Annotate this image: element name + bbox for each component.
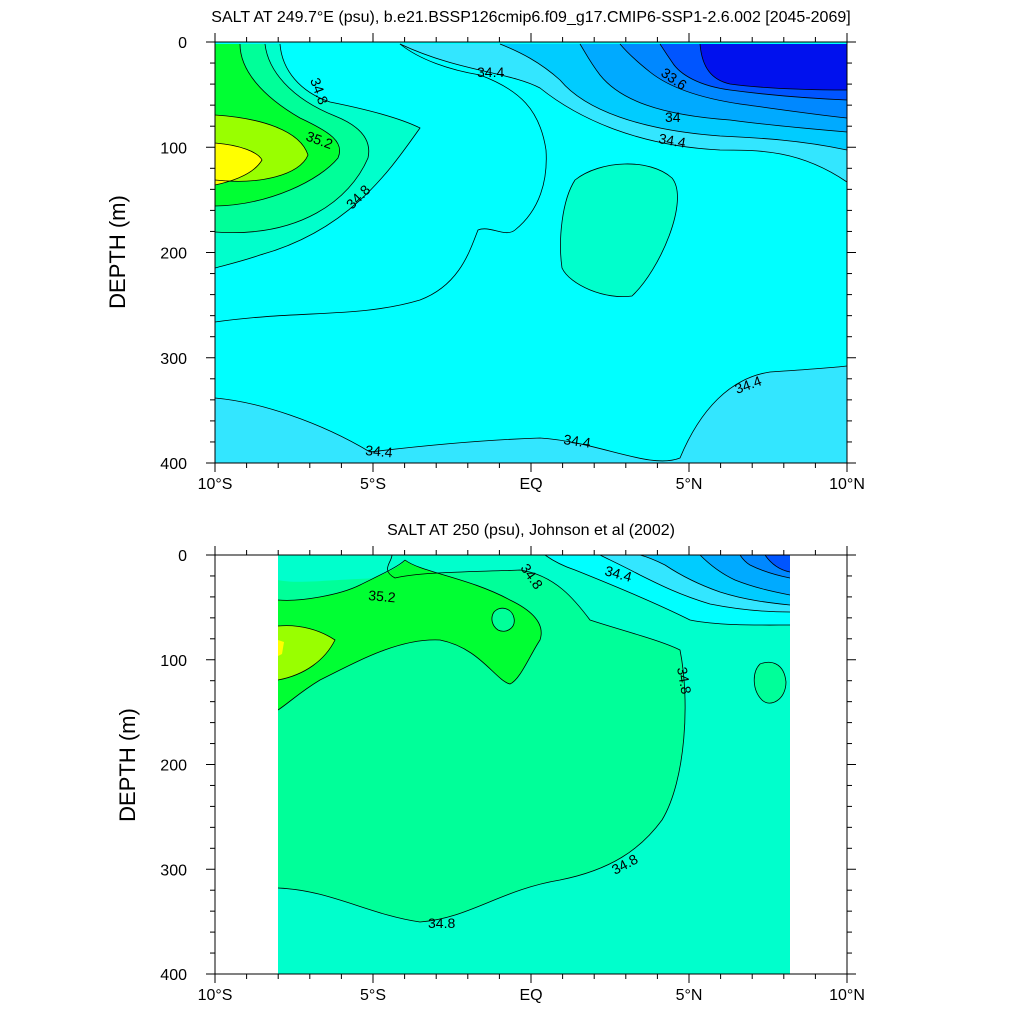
- top-x-tick-label: 10°N: [829, 476, 865, 493]
- top-y-axis-label: DEPTH (m): [105, 195, 130, 309]
- bottom-contour-label: 34.8: [428, 915, 455, 931]
- top-y-tick-label: 0: [178, 35, 187, 52]
- top-y-tick-label: 400: [160, 456, 187, 473]
- bottom-contour-label: 34.8: [674, 666, 695, 696]
- top-fill-deep-lightblue: [215, 366, 847, 463]
- bottom-y-tick-label: 100: [160, 653, 187, 670]
- top-fill-aquamarine-blob: [560, 163, 678, 297]
- top-x-tick-label: 5°N: [676, 476, 703, 493]
- bottom-contour-line: [278, 559, 406, 601]
- top-contour-line: [579, 43, 847, 133]
- bottom-contour-line: [739, 555, 790, 579]
- bottom-panel: SALT AT 250 (psu), Johnson et al (2002): [115, 522, 865, 1004]
- top-contour-line: [215, 43, 421, 269]
- top-fill-deepblue: [700, 44, 847, 90]
- top-contour-line: [699, 43, 847, 91]
- top-contour-line: [215, 43, 547, 323]
- bottom-fill-springgreen-small: [754, 662, 786, 704]
- top-contour-line: [560, 163, 678, 298]
- bottom-contour-lines: [278, 555, 790, 923]
- top-y-tick-labels: 0 100 200 300 400: [160, 35, 187, 473]
- top-fill-yellow: [215, 143, 262, 185]
- top-contour-label: 34.4: [477, 64, 504, 80]
- bottom-y-tick-label: 400: [160, 967, 187, 984]
- bottom-y-axis-label: DEPTH (m): [115, 708, 140, 822]
- top-contour-line: [399, 43, 847, 183]
- bottom-fill-spot: [491, 608, 515, 632]
- bottom-contour-line: [764, 555, 790, 573]
- top-x-tick-label: 5°S: [360, 476, 386, 493]
- bottom-fill-springgreen: [278, 570, 686, 922]
- top-contour-line: [499, 43, 847, 151]
- bottom-y-tick-label: 200: [160, 758, 187, 775]
- top-contour-line: [215, 43, 340, 207]
- bottom-x-tick-label: 10°S: [198, 987, 233, 1004]
- bottom-fill-green: [278, 560, 542, 710]
- bottom-fill-yellow: [278, 640, 284, 656]
- bottom-contour-label: 34.4: [603, 562, 634, 585]
- top-contour-label: 34.4: [657, 130, 687, 151]
- top-contour-line: [659, 43, 847, 101]
- top-contour-line: [215, 114, 309, 182]
- bottom-contour-line: [278, 555, 686, 923]
- bottom-contour-field: 35.2 34.8 34.4 34.8 34.8 34.8: [278, 555, 790, 974]
- bottom-ticks: [206, 546, 856, 983]
- bottom-panel-title: SALT AT 250 (psu), Johnson et al (2002): [387, 522, 675, 539]
- top-contour-label: 34.4: [365, 442, 394, 460]
- bottom-x-tick-label: 5°N: [676, 987, 703, 1004]
- bottom-contour-line: [639, 555, 790, 606]
- bottom-contour-line: [599, 555, 790, 613]
- top-contour-field: 34.8 35.2 34.8 34.4 33.6 34 34.4 34.4 34…: [215, 42, 847, 463]
- top-panel-title: SALT AT 249.7°E (psu), b.e21.BSSP126cmip…: [211, 9, 850, 26]
- bottom-contour-line: [753, 661, 787, 704]
- bottom-contour-line: [491, 607, 515, 632]
- top-contour-line: [619, 43, 847, 119]
- bottom-fill-yellowgreen: [278, 625, 335, 680]
- top-contour-line: [215, 365, 847, 462]
- bottom-contour-line: [544, 555, 790, 626]
- bottom-x-tick-labels: 10°S 5°S EQ 5°N 10°N: [198, 987, 865, 1004]
- top-contour-label: 34: [665, 109, 681, 125]
- top-panel: SALT AT 249.7°E (psu), b.e21.BSSP126cmip…: [105, 9, 865, 493]
- top-x-tick-label: EQ: [519, 476, 542, 493]
- bottom-fill-blue3: [765, 555, 790, 572]
- top-contour-label: 34.4: [563, 431, 592, 451]
- bottom-x-tick-label: 10°N: [829, 987, 865, 1004]
- top-contour-lines: [215, 43, 847, 462]
- top-contour-line: [215, 43, 370, 234]
- bottom-contour-line: [699, 555, 790, 596]
- top-y-tick-label: 200: [160, 246, 187, 263]
- bottom-y-tick-label: 0: [178, 548, 187, 565]
- top-x-tick-labels: 10°S 5°S EQ 5°N 10°N: [198, 476, 865, 493]
- top-contour-line: [215, 142, 263, 186]
- bottom-x-tick-label: EQ: [519, 987, 542, 1004]
- bottom-contour-line: [278, 625, 336, 681]
- top-ticks: [206, 33, 856, 472]
- bottom-x-tick-label: 5°S: [360, 987, 386, 1004]
- top-y-tick-label: 100: [160, 140, 187, 157]
- bottom-y-tick-label: 300: [160, 862, 187, 879]
- bottom-contour-line: [278, 559, 542, 711]
- bottom-contour-label: 35.2: [368, 587, 397, 605]
- top-y-tick-label: 300: [160, 351, 187, 368]
- top-x-tick-label: 10°S: [198, 476, 233, 493]
- bottom-y-tick-labels: 0 100 200 300 400: [160, 548, 187, 984]
